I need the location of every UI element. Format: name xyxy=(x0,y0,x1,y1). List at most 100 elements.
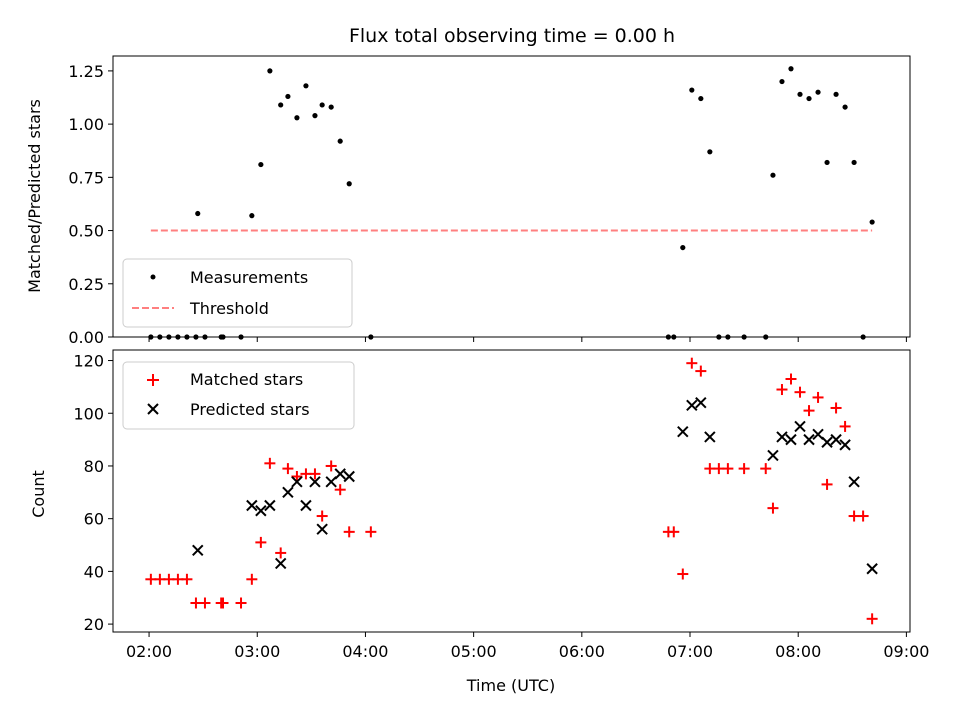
bottom-legend: Matched stars Predicted stars xyxy=(122,361,355,430)
matched-stars-point xyxy=(217,597,229,609)
predicted-stars-point xyxy=(803,433,815,446)
matched-stars-point xyxy=(343,526,355,538)
measurement-point xyxy=(869,219,875,225)
predicted-stars-point xyxy=(274,557,287,570)
predicted-stars-point xyxy=(291,476,303,488)
measurement-point xyxy=(195,210,201,217)
x-axis-label: Time (UTC) xyxy=(466,676,555,695)
matched-stars-point xyxy=(839,420,851,432)
x-tick-label: 03:00 xyxy=(234,642,280,661)
predicted-stars-point xyxy=(686,399,698,412)
measurement-point xyxy=(303,83,309,89)
measurement-point xyxy=(328,104,334,110)
y-tick-label: 20 xyxy=(84,615,104,634)
predicted-stars-point xyxy=(821,436,833,448)
matched-stars-point xyxy=(812,391,824,403)
predicted-stars-point xyxy=(794,420,806,433)
y-tick-label: 1.00 xyxy=(68,115,104,134)
measurement-point xyxy=(698,95,704,102)
predicted-stars-point xyxy=(282,486,294,499)
matched-stars-point xyxy=(181,573,193,585)
measurements-layer xyxy=(148,66,875,340)
x-tick-label: 05:00 xyxy=(451,642,497,661)
bottom-plot-frame xyxy=(112,349,911,633)
measurement-point xyxy=(278,102,284,108)
measurement-point xyxy=(851,159,857,166)
y-tick-label: 0.00 xyxy=(68,328,104,347)
matched-stars-point xyxy=(264,457,276,469)
legend-predicted-marker xyxy=(147,403,159,415)
measurement-point xyxy=(788,66,794,72)
y-tick-label: 40 xyxy=(84,562,104,581)
predicted-stars-point xyxy=(309,476,321,488)
counts-panel: 02:00 03:00 04:00 05:00 06:00 07:00 08:00 09:00… xyxy=(29,349,929,695)
x-tick-label: 07:00 xyxy=(667,642,713,661)
x-tick-label: 06:00 xyxy=(559,642,605,661)
x-tick-label: 04:00 xyxy=(342,642,388,661)
predicted-stars-point xyxy=(192,544,204,557)
top-legend-box xyxy=(122,258,353,328)
predicted-stars-point xyxy=(677,425,689,438)
legend-measurements-label: Measurements xyxy=(190,268,308,287)
measurement-point xyxy=(806,95,812,102)
matched-stars-point xyxy=(316,510,328,522)
chart-title: Flux total observing time = 0.00 h xyxy=(349,25,675,47)
matched-stars-point xyxy=(199,597,211,609)
legend-threshold-label: Threshold xyxy=(189,299,269,318)
predicted-stars-point xyxy=(830,433,842,446)
matched-stars-point xyxy=(686,357,698,369)
matched-stars-point xyxy=(291,471,303,483)
y-tick-label: 0.25 xyxy=(68,275,104,294)
matched-stars-point xyxy=(866,613,878,625)
matched-stars-point xyxy=(776,384,788,396)
matched-stars-point xyxy=(677,568,689,580)
bottom-axis-ticks: 02:00 03:00 04:00 05:00 06:00 07:00 08:00 09:00… xyxy=(73,352,929,661)
y-tick-label: 80 xyxy=(84,457,104,476)
matched-stars-point xyxy=(767,502,779,514)
legend-matched-label: Matched stars xyxy=(190,370,303,389)
predicted-stars-point xyxy=(767,449,779,462)
top-y-axis-label: Matched/Predicted stars xyxy=(25,99,44,293)
measurement-point xyxy=(285,93,291,100)
measurement-point xyxy=(815,89,821,95)
top-axis-ticks: 0.00 0.25 0.50 0.75 1.00 1.25 xyxy=(68,62,907,347)
matched-stars-point xyxy=(857,510,869,522)
y-tick-label: 0.75 xyxy=(68,168,104,187)
measurement-point xyxy=(346,181,352,187)
predicted-stars-point xyxy=(695,397,707,409)
measurement-point xyxy=(842,104,848,110)
matched-stars-point xyxy=(803,405,815,417)
predicted-stars-point xyxy=(325,476,337,488)
predicted-stars-point xyxy=(839,439,851,451)
y-tick-label: 100 xyxy=(73,404,104,423)
matched-stars-point xyxy=(282,463,294,475)
matched-stars-point xyxy=(668,526,680,538)
predicted-stars-point xyxy=(812,428,824,441)
matched-stars-point xyxy=(830,402,842,414)
legend-predicted-label: Predicted stars xyxy=(190,400,310,419)
predicted-stars-point xyxy=(264,499,276,512)
matched-stars-point xyxy=(325,460,337,472)
matched-stars-point xyxy=(255,536,267,548)
matched-stars-point xyxy=(365,526,377,538)
x-tick-label: 02:00 xyxy=(126,642,172,661)
predicted-stars-point xyxy=(866,563,878,575)
y-tick-label: 60 xyxy=(84,510,104,529)
y-tick-label: 120 xyxy=(73,352,104,371)
matched-stars-point xyxy=(785,373,797,385)
predicted-stars-point xyxy=(704,431,716,443)
measurement-point xyxy=(689,87,695,93)
measurement-point xyxy=(680,244,686,251)
predicted-stars-point xyxy=(776,431,788,443)
x-tick-label: 08:00 xyxy=(775,642,821,661)
predicted-stars-point xyxy=(848,476,860,488)
predicted-stars-point xyxy=(334,468,346,480)
matched-stars-point xyxy=(722,463,734,475)
measurement-point xyxy=(337,138,343,144)
matched-stars-point xyxy=(309,468,321,480)
top-plot-frame xyxy=(112,55,911,338)
measurement-point xyxy=(258,161,264,168)
y-tick-label: 0.50 xyxy=(68,222,104,241)
matched-stars-point xyxy=(275,547,287,559)
